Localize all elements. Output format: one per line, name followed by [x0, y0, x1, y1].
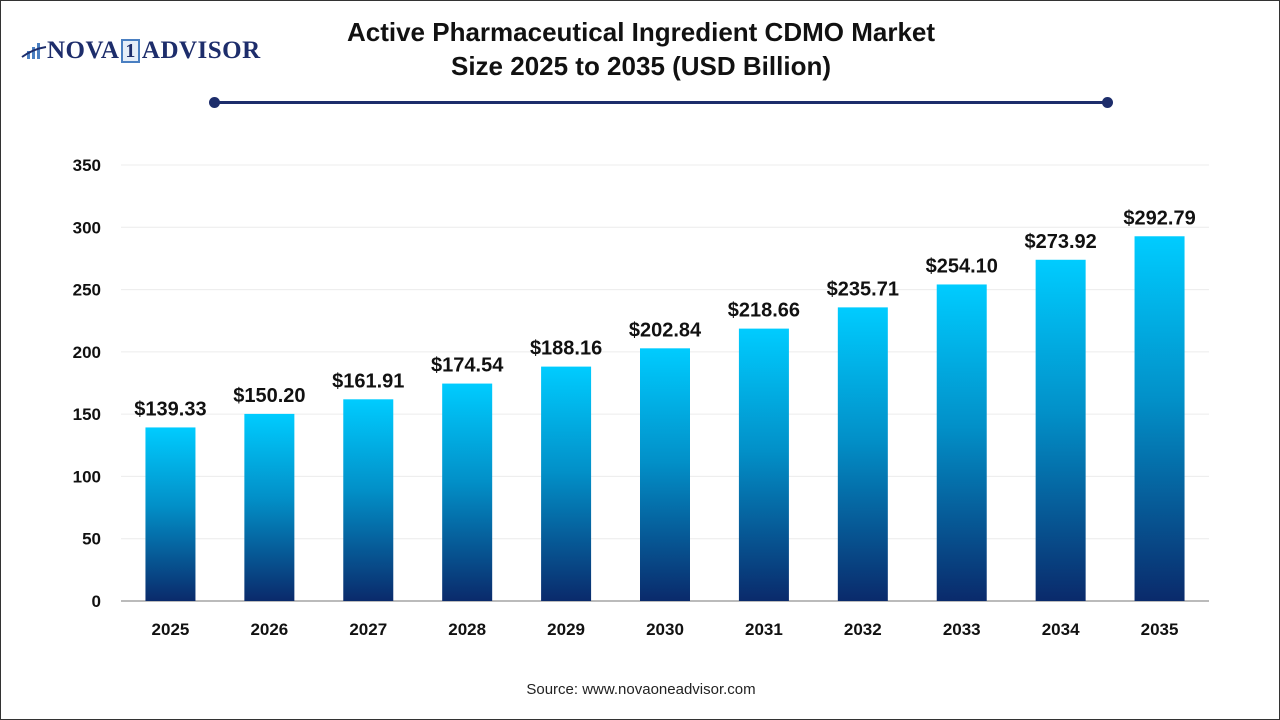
bar-2031 [738, 328, 789, 601]
data-label: $235.71 [827, 278, 899, 300]
y-tick-label: 350 [73, 156, 101, 175]
x-tick-label: 2026 [250, 620, 288, 639]
y-tick-label: 200 [73, 343, 101, 362]
data-label: $218.66 [728, 300, 800, 322]
bar-2032 [837, 307, 888, 601]
x-tick-label: 2035 [1141, 620, 1179, 639]
data-label: $161.91 [332, 370, 404, 392]
x-tick-label: 2030 [646, 620, 684, 639]
x-tick-label: 2028 [448, 620, 486, 639]
y-tick-label: 300 [73, 218, 101, 237]
logo: NOVA 1 ADVISOR [21, 37, 261, 65]
x-tick-label: 2033 [943, 620, 981, 639]
data-label: $150.20 [233, 385, 305, 407]
y-tick-label: 100 [73, 467, 101, 486]
chart-title-line-2: Size 2025 to 2035 (USD Billion) [450, 51, 831, 81]
x-tick-label: 2032 [844, 620, 882, 639]
bar-2033 [936, 284, 987, 601]
data-label: $254.10 [926, 255, 998, 277]
logo-text-advisor: ADVISOR [141, 37, 261, 64]
x-tick-label: 2034 [1042, 620, 1080, 639]
bar-2034 [1035, 259, 1086, 601]
chart-title-line-1: Active Pharmaceutical Ingredient CDMO Ma… [346, 17, 936, 47]
data-label: $292.79 [1123, 207, 1195, 229]
data-label: $188.16 [530, 338, 602, 360]
y-tick-label: 250 [73, 281, 101, 300]
x-tick-label: 2027 [349, 620, 387, 639]
bar-2027 [343, 399, 394, 601]
bar-2028 [442, 383, 493, 601]
data-label: $273.92 [1024, 231, 1096, 253]
y-tick-label: 150 [73, 405, 101, 424]
bar-2029 [541, 366, 592, 601]
y-tick-label: 50 [82, 530, 101, 549]
x-tick-label: 2025 [152, 620, 190, 639]
title-rule-dot-left [209, 97, 220, 108]
logo-bars-icon [21, 43, 47, 59]
logo-text-nova: NOVA [47, 37, 120, 64]
data-label: $139.33 [134, 398, 206, 420]
data-label: $174.54 [431, 355, 504, 377]
bar-2030 [640, 348, 690, 601]
title-rule-dot-right [1102, 97, 1113, 108]
logo-text-one: 1 [121, 39, 140, 63]
data-label: $202.84 [629, 319, 702, 341]
source-note: Source: www.novaoneadvisor.com [526, 681, 756, 698]
x-tick-label: 2029 [547, 620, 585, 639]
y-tick-label: 0 [92, 592, 101, 611]
x-tick-label: 2031 [745, 620, 783, 639]
chart-title: Active Pharmaceutical Ingredient CDMO Ma… [301, 15, 981, 83]
title-rule [214, 101, 1107, 104]
bar-2026 [244, 413, 295, 601]
bar-2025 [145, 427, 196, 601]
bar-2035 [1134, 236, 1185, 601]
